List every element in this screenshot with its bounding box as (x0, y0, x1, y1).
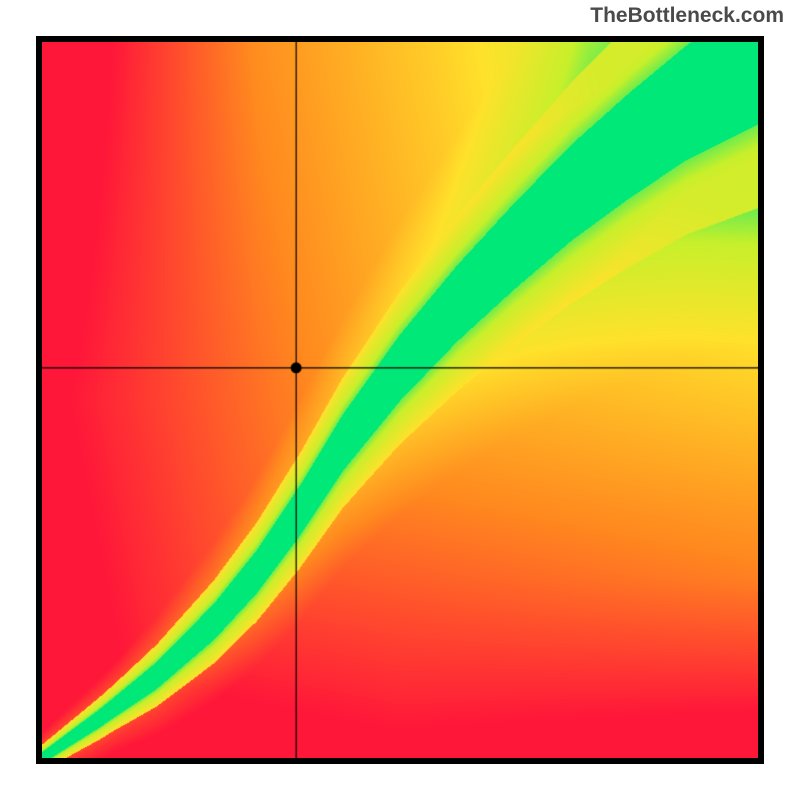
chart-container: { "watermark": { "text": "TheBottleneck.… (0, 0, 800, 800)
bottleneck-heatmap (42, 42, 758, 758)
plot-frame (36, 36, 764, 764)
watermark-text: TheBottleneck.com (590, 4, 784, 28)
